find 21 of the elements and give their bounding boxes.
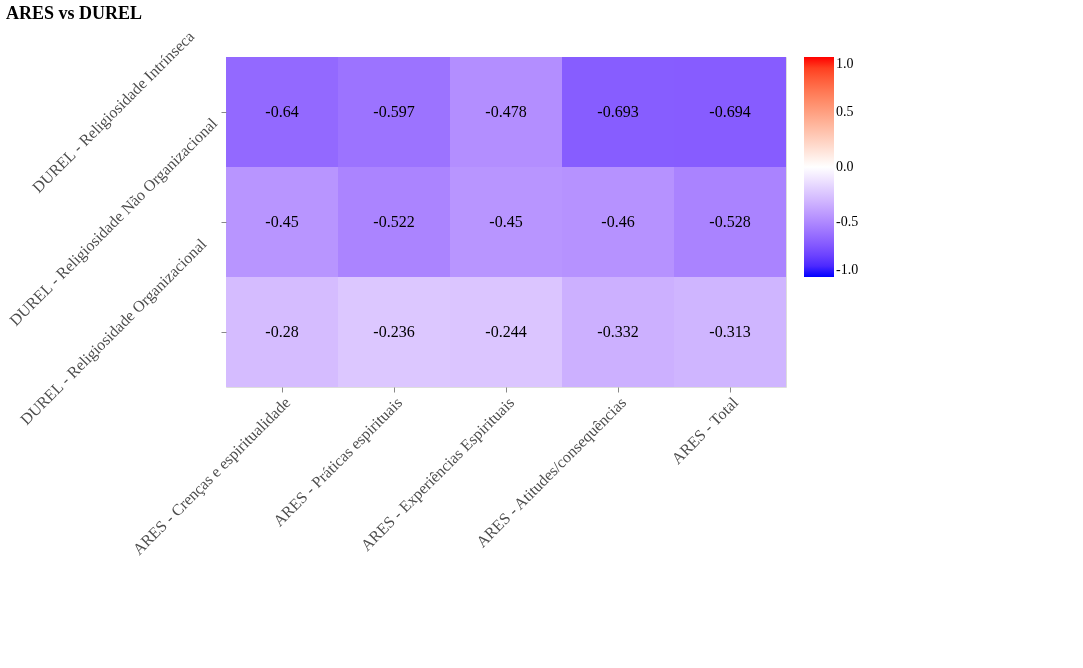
data-label: -0.522 [373,213,415,230]
color-bar-label: 0.0 [836,159,854,174]
data-label: -0.64 [265,103,299,120]
data-label: -0.693 [597,103,639,120]
data-label: -0.313 [709,323,751,340]
data-label: -0.694 [709,103,751,120]
color-bar-label: 1.0 [836,56,854,71]
data-label: -0.478 [485,103,527,120]
data-label: -0.597 [373,103,415,120]
data-label: -0.332 [597,323,639,340]
data-label: -0.528 [709,213,751,230]
data-label: -0.236 [373,323,415,340]
color-bar-label: -0.5 [836,214,859,229]
color-bar-label: -1.0 [836,262,859,277]
color-bar-label: 0.5 [836,104,854,119]
data-label: -0.45 [489,213,523,230]
text: ARES vs DUREL [5,3,142,24]
data-label: -0.45 [265,213,299,230]
data-label: -0.46 [601,213,635,230]
data-label: -0.244 [485,323,527,340]
data-label: -0.28 [265,323,299,340]
